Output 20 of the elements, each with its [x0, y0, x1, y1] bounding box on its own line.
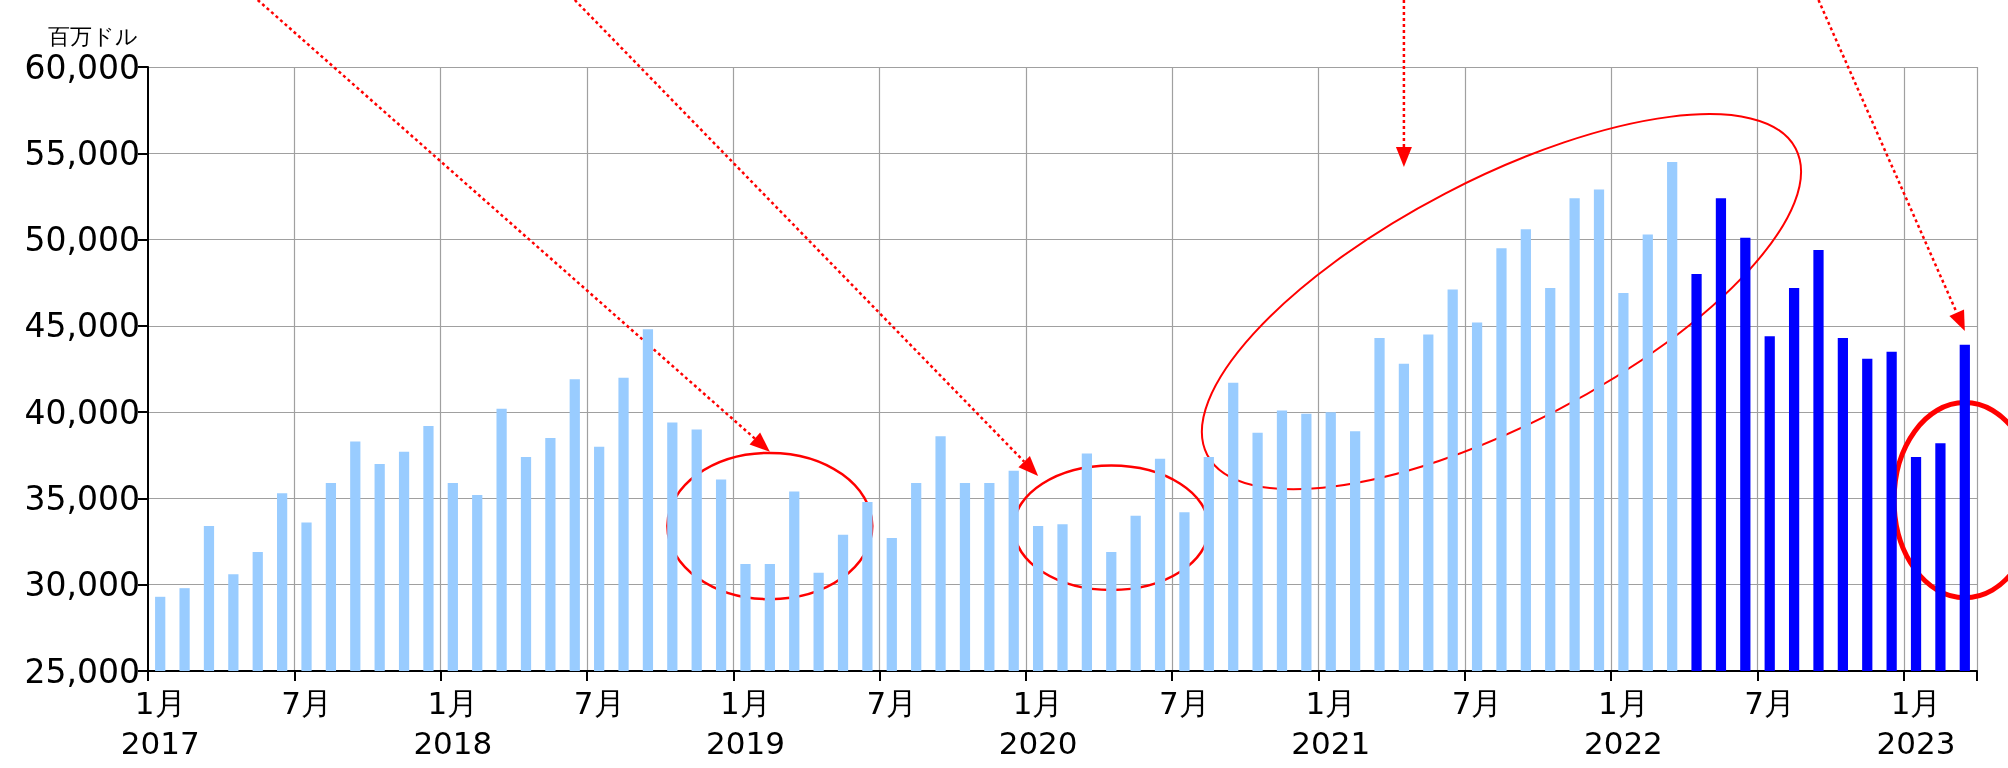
- y-tick-label: 45,000: [24, 306, 140, 346]
- x-tick-label: 1月 2020: [998, 685, 1078, 761]
- y-tick-label: 60,000: [24, 47, 140, 87]
- x-tick-label: 7月: [1159, 685, 1210, 721]
- x-tick-label: 7月: [866, 685, 918, 721]
- x-tick-label: 1月 2018: [413, 685, 493, 761]
- y-tick-label: 55,000: [24, 133, 140, 173]
- y-tick-label: 40,000: [24, 392, 140, 432]
- x-tick-label: 7月: [1451, 685, 1503, 721]
- y-tick-label: 30,000: [24, 565, 140, 605]
- x-tick-label: 1月 2021: [1291, 685, 1371, 761]
- y-tick-label: 50,000: [24, 220, 140, 260]
- x-tick-label: 7月: [281, 685, 332, 721]
- x-tick-label: 1月 2023: [1876, 685, 1956, 761]
- x-tick-label: 1月 2019: [706, 685, 785, 761]
- y-axis-title: 百万ドル: [48, 23, 138, 49]
- y-tick-label: 35,000: [24, 478, 140, 518]
- x-tick-label: 7月: [573, 685, 625, 721]
- x-tick-label: 1月 2022: [1583, 685, 1663, 761]
- x-tick-label: 7月: [1744, 685, 1796, 721]
